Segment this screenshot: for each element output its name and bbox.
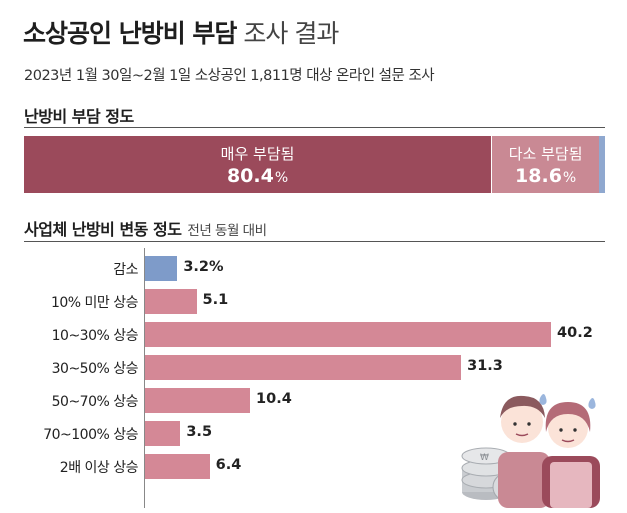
segment-very-burdened: 매우 부담됨 80.4% xyxy=(24,136,492,193)
chart-title: 소상공인 난방비 부담 조사 결과 xyxy=(23,14,339,50)
section-title-burden: 난방비 부담 정도 xyxy=(24,107,134,126)
section-note: 전년 동월 대비 xyxy=(187,223,267,239)
value-label: 31.3 xyxy=(467,358,503,374)
segment-other xyxy=(599,136,605,193)
section-title-text: 사업체 난방비 변동 정도 xyxy=(24,220,182,239)
woman-shopkeeper-icon xyxy=(542,398,600,508)
segment-label: 다소 부담됨 xyxy=(508,145,583,163)
category-label: 10% 미만 상승 xyxy=(50,295,139,311)
bar xyxy=(145,255,178,281)
segment-value: 80.4% xyxy=(226,165,289,187)
title-light: 조사 결과 xyxy=(243,19,339,48)
section-title-change: 사업체 난방비 변동 정도 전년 동월 대비 xyxy=(24,216,267,240)
category-label: 10~30% 상승 xyxy=(51,328,139,344)
svg-text:₩: ₩ xyxy=(480,453,489,463)
category-label: 30~50% 상승 xyxy=(51,361,139,377)
category-label: 감소 xyxy=(113,262,138,278)
segment-label: 매우 부담됨 xyxy=(220,145,295,163)
value-label: 40.2 xyxy=(557,325,593,341)
segment-somewhat-burdened: 다소 부담됨 18.6% xyxy=(491,136,600,193)
bar xyxy=(145,354,462,380)
chart-subtitle: 2023년 1월 30일~2월 1일 소상공인 1,811명 대상 온라인 설문… xyxy=(24,68,435,84)
section-divider-burden xyxy=(24,127,605,128)
bar xyxy=(145,387,251,413)
value-label: 3.2% xyxy=(183,259,224,275)
value-label: 5.1 xyxy=(202,292,229,308)
bar xyxy=(145,288,197,314)
title-bold: 소상공인 난방비 부담 xyxy=(23,19,237,48)
category-label: 50~70% 상승 xyxy=(51,394,139,410)
value-label: 10.4 xyxy=(256,391,292,407)
burden-stacked-bar: 매우 부담됨 80.4% 다소 부담됨 18.6% xyxy=(24,136,605,193)
segment-value: 18.6% xyxy=(515,165,577,187)
category-label: 70~100% 상승 xyxy=(43,427,138,443)
bar xyxy=(145,453,210,479)
man-shopkeeper-icon xyxy=(498,394,550,508)
bar xyxy=(145,321,552,347)
value-label: 6.4 xyxy=(215,457,242,473)
category-label: 2배 이상 상승 xyxy=(59,460,139,476)
value-label: 3.5 xyxy=(186,424,213,440)
section-divider-change xyxy=(24,241,605,242)
bar-axis-line xyxy=(144,248,145,508)
bar xyxy=(145,420,181,446)
